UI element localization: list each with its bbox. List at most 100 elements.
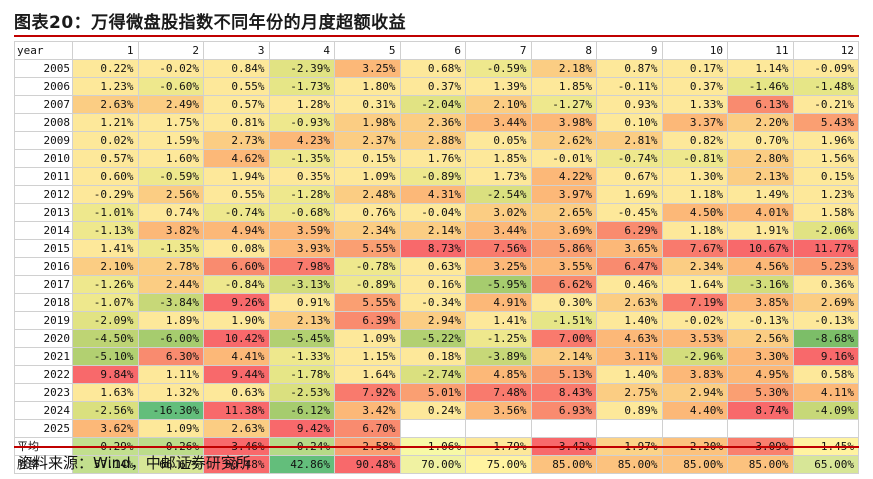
return-cell: -8.68%	[792, 329, 859, 348]
table-row: 2011 0.60% -0.59% 1.94% 0.35% 1.09% -0.89% 1.73…	[14, 167, 859, 186]
return-cell: 1.59%	[137, 131, 204, 150]
return-cell: 4.62%	[203, 149, 270, 168]
return-cell: 4.22%	[530, 167, 597, 186]
return-cell: 1.76%	[399, 149, 466, 168]
return-cell: 6.29%	[596, 221, 663, 240]
return-cell: -0.89%	[334, 275, 401, 294]
return-cell: 10.67%	[727, 239, 794, 258]
year-cell: 2017	[14, 275, 73, 294]
return-cell: 7.48%	[465, 383, 532, 402]
month-header-10: 10	[661, 41, 728, 60]
return-cell: 7.67%	[661, 239, 728, 258]
return-cell: 1.80%	[334, 77, 401, 96]
return-cell: 1.33%	[661, 95, 728, 114]
return-cell: -1.35%	[268, 149, 335, 168]
month-header-12: 12	[792, 41, 859, 60]
return-cell: 2.13%	[268, 311, 335, 330]
return-cell: 0.22%	[72, 59, 139, 78]
return-cell: -6.12%	[268, 401, 335, 420]
return-cell: 8.74%	[727, 401, 794, 420]
return-cell: 2.73%	[203, 131, 270, 150]
return-cell: 2.34%	[661, 257, 728, 276]
return-cell: 3.59%	[268, 221, 335, 240]
return-cell: -1.28%	[268, 185, 335, 204]
return-cell: -0.74%	[203, 203, 270, 222]
return-cell: 4.23%	[268, 131, 335, 150]
return-cell: 2.10%	[72, 257, 139, 276]
return-cell: -3.89%	[465, 347, 532, 366]
table-row: 2020 -4.50% -6.00% 10.42% -5.45% 1.09% -5.22% -…	[14, 329, 859, 348]
summary-cell: 85.00%	[661, 455, 728, 474]
return-cell: 0.10%	[596, 113, 663, 132]
return-cell: -0.84%	[203, 275, 270, 294]
return-cell	[530, 419, 597, 438]
return-cell: 9.42%	[268, 419, 335, 438]
return-cell: 2.88%	[399, 131, 466, 150]
return-cell: 1.14%	[727, 59, 794, 78]
year-cell: 2020	[14, 329, 73, 348]
return-cell: 3.82%	[137, 221, 204, 240]
summary-cell: 90.48%	[334, 455, 401, 474]
return-cell: -0.74%	[596, 149, 663, 168]
return-cell: 0.37%	[661, 77, 728, 96]
return-cell: 5.23%	[792, 257, 859, 276]
return-cell: -2.56%	[72, 401, 139, 420]
return-cell: 1.40%	[596, 311, 663, 330]
return-cell: 1.11%	[137, 365, 204, 384]
table-row: 2010 0.57% 1.60% 4.62% -1.35% 0.15% 1.76% 1.85%…	[14, 149, 859, 168]
return-cell: -1.73%	[268, 77, 335, 96]
return-cell: 2.78%	[137, 257, 204, 276]
return-cell: 2.63%	[203, 419, 270, 438]
return-cell: -2.09%	[72, 311, 139, 330]
month-header-9: 9	[596, 41, 663, 60]
return-cell: -4.09%	[792, 401, 859, 420]
return-cell: 0.89%	[596, 401, 663, 420]
return-cell: 1.49%	[727, 185, 794, 204]
table-row: 2013 -1.01% 0.74% -0.74% -0.68% 0.76% -0.04% 3.…	[14, 203, 859, 222]
return-cell: -1.78%	[268, 365, 335, 384]
return-cell: 6.62%	[530, 275, 597, 294]
return-cell: -1.07%	[72, 293, 139, 312]
return-cell: -2.53%	[268, 383, 335, 402]
return-cell: 0.57%	[203, 95, 270, 114]
return-cell: 2.48%	[334, 185, 401, 204]
table-row: 2022 9.84% 1.11% 9.44% -1.78% 1.64% -2.74% 4.85…	[14, 365, 859, 384]
return-cell: 1.09%	[334, 329, 401, 348]
return-cell: 2.63%	[596, 293, 663, 312]
return-cell: 3.25%	[465, 257, 532, 276]
return-cell: 0.55%	[203, 185, 270, 204]
return-cell: 1.96%	[792, 131, 859, 150]
return-cell: -1.01%	[72, 203, 139, 222]
return-cell: -0.11%	[596, 77, 663, 96]
return-cell: 4.63%	[596, 329, 663, 348]
return-cell: 7.56%	[465, 239, 532, 258]
return-cell: -2.54%	[465, 185, 532, 204]
return-cell: 1.69%	[596, 185, 663, 204]
year-cell: 2012	[14, 185, 73, 204]
return-cell: 3.83%	[661, 365, 728, 384]
return-cell: 1.91%	[727, 221, 794, 240]
year-cell: 2014	[14, 221, 73, 240]
return-cell: 7.98%	[268, 257, 335, 276]
month-header-7: 7	[465, 41, 532, 60]
return-cell: 1.94%	[203, 167, 270, 186]
return-cell: 9.84%	[72, 365, 139, 384]
return-cell: 0.31%	[334, 95, 401, 114]
return-cell: 0.18%	[399, 347, 466, 366]
figure-title: 图表20：万得微盘股指数不同年份的月度超额收益	[14, 13, 407, 33]
return-cell: -0.45%	[596, 203, 663, 222]
return-cell: 5.43%	[792, 113, 859, 132]
return-cell: -1.26%	[72, 275, 139, 294]
return-cell: 3.02%	[465, 203, 532, 222]
return-cell: 1.23%	[72, 77, 139, 96]
return-cell: -1.46%	[727, 77, 794, 96]
return-cell: 0.84%	[203, 59, 270, 78]
return-cell: 2.34%	[334, 221, 401, 240]
return-cell: 0.82%	[661, 131, 728, 150]
return-cell: 0.58%	[792, 365, 859, 384]
return-cell: 6.30%	[137, 347, 204, 366]
return-cell: 1.58%	[792, 203, 859, 222]
return-cell: -0.59%	[137, 167, 204, 186]
return-cell: 1.18%	[661, 221, 728, 240]
return-cell	[465, 419, 532, 438]
